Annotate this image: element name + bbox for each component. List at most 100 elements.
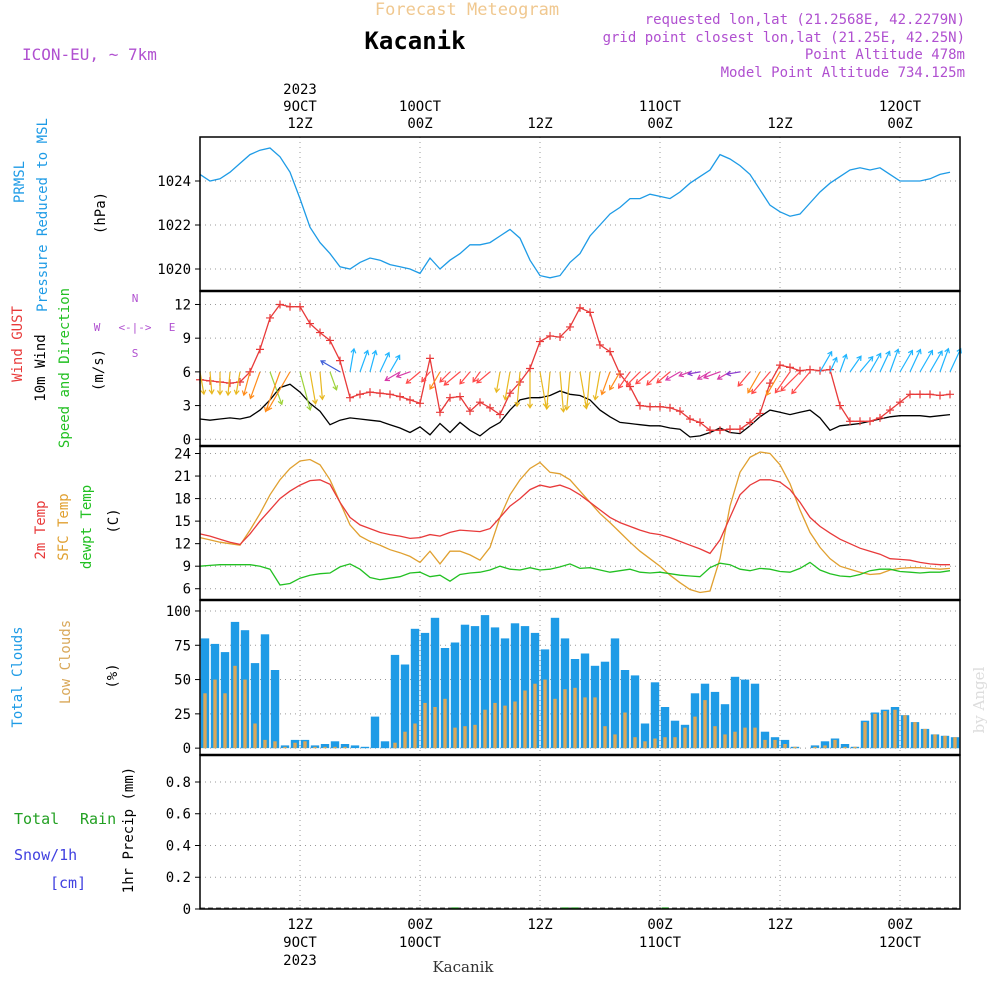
total-cloud-bar: [430, 617, 440, 749]
grid-point-location: grid point closest lon,lat (21.25E, 42.2…: [603, 30, 965, 46]
time-label-top: 00Z: [647, 116, 672, 132]
model-name: ICON-EU, ~ 7km: [22, 45, 157, 64]
gust-marker: [236, 377, 244, 386]
low-cloud-bar: [763, 739, 767, 749]
pressure-unit: (hPa): [93, 192, 109, 234]
wind-direction-arrow: [686, 370, 701, 377]
gust-marker: [496, 410, 504, 419]
total-cloud-bar: [640, 723, 650, 749]
wind-direction-arrow: [216, 371, 224, 396]
low-cloud-bar: [733, 731, 737, 749]
gust-marker: [666, 403, 674, 412]
total-cloud-bar: [310, 745, 320, 749]
time-label-bottom: 00Z: [407, 917, 432, 933]
y-tick-label: 1020: [157, 262, 191, 278]
gust-marker: [916, 390, 924, 399]
gust-marker: [796, 366, 804, 375]
low-cloud-bar: [713, 726, 717, 749]
y-tick-label: 0.6: [166, 807, 191, 823]
credit-watermark: by Angel: [970, 666, 988, 733]
wind-direction-arrow: [476, 371, 491, 384]
t2m-temp-line: [199, 479, 950, 566]
total-cloud-bar: [550, 617, 560, 749]
gust-marker: [366, 388, 374, 397]
y-tick-label: 6: [183, 365, 191, 381]
wind-label-direction: Speed and Direction: [57, 288, 73, 448]
time-label-bottom: 12Z: [287, 917, 312, 933]
y-tick-label: 1022: [157, 218, 191, 234]
gust-marker: [866, 417, 874, 426]
total-cloud-bar: [820, 741, 830, 749]
wind-direction-arrow: [869, 352, 882, 373]
time-label-bottom: 12Z: [767, 917, 792, 933]
wind-direction-arrow: [635, 371, 651, 385]
gust-marker: [756, 409, 764, 418]
wind-direction-arrow: [646, 371, 661, 386]
total-cloud-bar: [710, 691, 720, 749]
panel-frame-precip: [199, 754, 961, 910]
total-cloud-bar: [370, 716, 380, 749]
compass-east: E: [169, 321, 176, 334]
gust-marker: [886, 406, 894, 415]
gust-marker: [406, 395, 414, 404]
total-cloud-bar: [600, 661, 610, 749]
low-cloud-bar: [593, 697, 597, 749]
temp-label-2m: 2m Temp: [33, 500, 49, 559]
gust-marker: [636, 401, 644, 410]
wind-direction-arrow: [329, 371, 339, 391]
pressure-label-msl: Pressure Reduced to MSL: [35, 118, 51, 312]
precip-unit: 1hr Precip (mm): [121, 767, 137, 893]
low-cloud-bar: [783, 744, 787, 749]
gust-marker: [846, 417, 854, 426]
low-cloud-bar: [463, 726, 467, 749]
low-cloud-bar: [773, 739, 777, 749]
low-cloud-bar: [553, 698, 557, 749]
low-cloud-bar: [483, 709, 487, 749]
low-cloud-bar: [603, 726, 607, 749]
wind-direction-arrow: [747, 371, 761, 394]
gust-marker: [726, 425, 734, 434]
gust-marker: [506, 389, 514, 398]
wind-direction-arrow: [225, 371, 232, 397]
wind-direction-arrow: [664, 371, 681, 381]
gust-marker: [466, 407, 474, 416]
gust-marker: [736, 425, 744, 434]
wind-direction-arrow: [819, 350, 833, 373]
wind-direction-arrow: [208, 371, 215, 395]
gust-marker: [376, 389, 384, 398]
low-cloud-bar: [903, 715, 907, 749]
wind-direction-arrow: [429, 371, 441, 390]
time-label-top: 12OCT: [879, 99, 922, 115]
total-cloud-bar: [650, 682, 660, 749]
time-label-top: 11OCT: [639, 99, 682, 115]
wind-direction-arrow: [939, 347, 950, 373]
total-cloud-bar: [500, 638, 510, 749]
gust-marker: [546, 331, 554, 340]
wind-direction-arrow: [765, 371, 781, 397]
wind-direction-arrow: [899, 349, 914, 373]
time-label-top: 2023: [283, 82, 317, 98]
total-cloud-bar: [440, 648, 450, 749]
gust-marker: [336, 356, 344, 365]
wind-direction-arrow: [269, 371, 284, 406]
wind-direction-arrow: [696, 371, 711, 380]
wind-direction-arrow: [829, 356, 838, 373]
wind-direction-arrow: [384, 371, 401, 382]
total-cloud-bar: [660, 707, 670, 749]
wind-direction-arrow: [514, 371, 521, 408]
low-cloud-bar: [883, 711, 887, 749]
wind-direction-arrow: [919, 349, 934, 373]
low-cloud-bar: [633, 737, 637, 749]
wind-direction-arrow: [909, 348, 922, 373]
total-cloud-bar: [490, 627, 500, 749]
time-label-bottom: 10OCT: [399, 935, 442, 951]
clouds-unit: (%): [105, 663, 121, 688]
compass-west: W: [94, 321, 101, 334]
low-cloud-bar: [853, 746, 857, 749]
time-label-bottom: 12OCT: [879, 935, 922, 951]
compass-arrows: <-|->: [118, 321, 151, 334]
wind-direction-arrow: [678, 371, 691, 378]
low-cloud-bar: [953, 737, 957, 749]
compass-rose: N W <-|-> E S: [94, 292, 176, 360]
gust-marker: [706, 426, 714, 435]
